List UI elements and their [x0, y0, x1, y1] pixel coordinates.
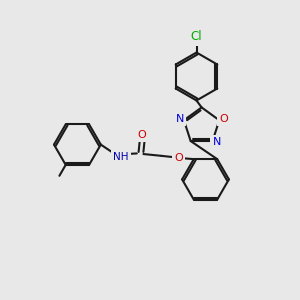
- Text: Cl: Cl: [191, 30, 202, 44]
- Text: NH: NH: [113, 152, 129, 162]
- Text: N: N: [176, 114, 184, 124]
- Text: O: O: [219, 114, 228, 124]
- Text: O: O: [174, 153, 183, 163]
- Text: N: N: [212, 137, 221, 147]
- Text: O: O: [138, 130, 147, 140]
